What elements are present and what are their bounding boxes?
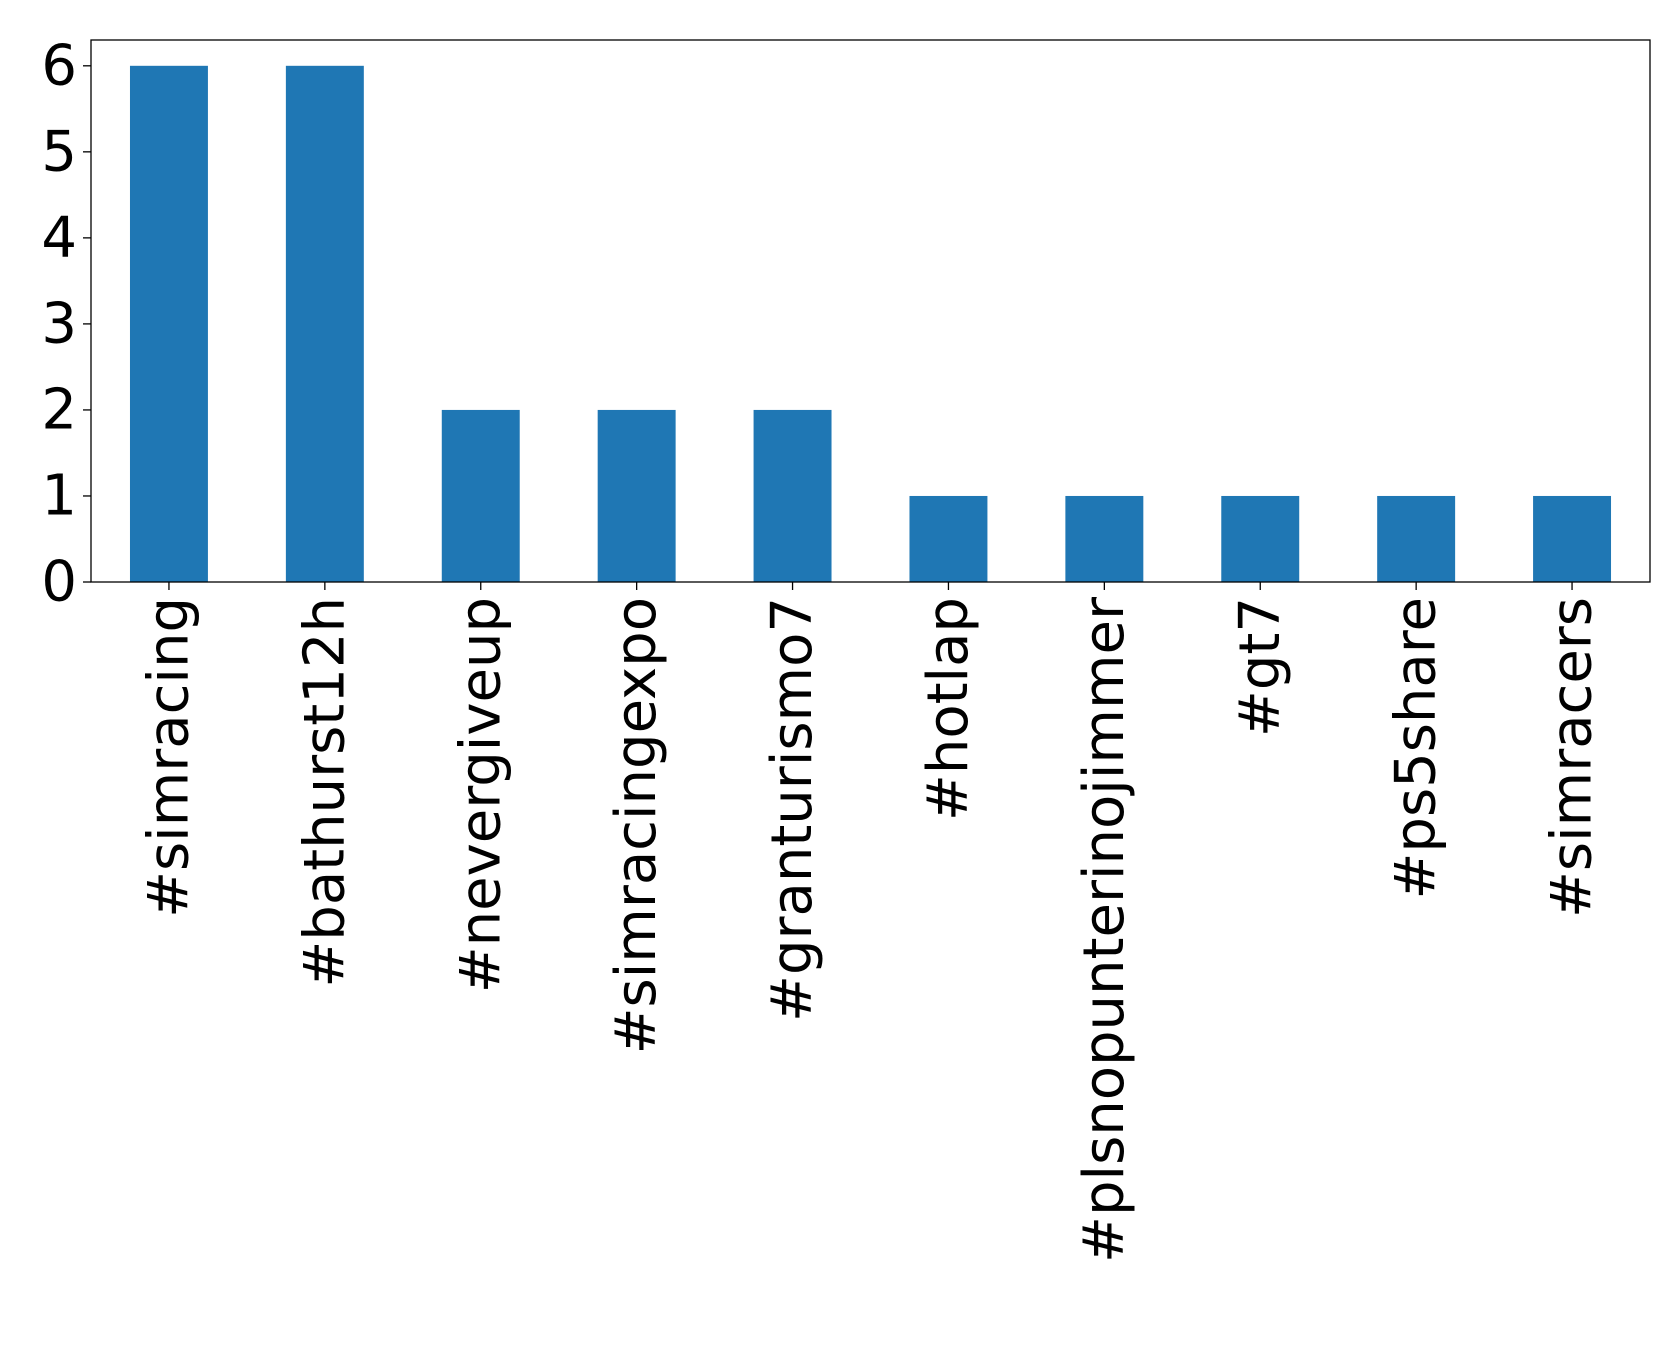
y-tick-label: 2 [41,377,77,442]
bar-simracers [1533,495,1612,582]
y-tick-label: 6 [41,33,77,98]
bar-simracingexpo [597,409,676,582]
x-tick-label: #simracingexpo [604,597,669,1054]
bar-bathurst12h [285,65,364,583]
x-tick-label: #nevergiveup [448,597,513,993]
bar-hotlap [909,495,988,582]
bar-granturismo7 [753,409,832,582]
y-tick-label: 3 [41,291,77,356]
bar-simracing [129,65,208,583]
x-tick-label: #hotlap [916,597,981,821]
x-axis: #simracing #bathurst12h #nevergiveup #simra… [136,582,1605,1263]
x-tick-label: #simracing [136,597,201,918]
y-tick-label: 1 [41,463,77,528]
x-tick-label: #gt7 [1228,597,1293,737]
y-axis: 0 1 2 3 4 5 6 [41,33,91,615]
y-tick-label: 0 [41,550,77,615]
bar-plsnopunterinojimmer [1065,495,1144,582]
x-tick-label: #simracers [1540,597,1605,918]
y-tick-label: 5 [41,119,77,184]
bar-gt7 [1221,495,1300,582]
plot-frame [90,39,1651,583]
x-tick-label: #plsnopunterinojimmer [1072,596,1137,1263]
y-tick-label: 4 [41,205,77,270]
x-tick-label: #ps5share [1384,597,1449,900]
bar-ps5share [1377,495,1456,582]
bar-nevergiveup [441,409,520,582]
x-tick-label: #bathurst12h [292,597,357,988]
bars-group [129,65,1612,583]
x-tick-label: #granturismo7 [760,597,825,1022]
